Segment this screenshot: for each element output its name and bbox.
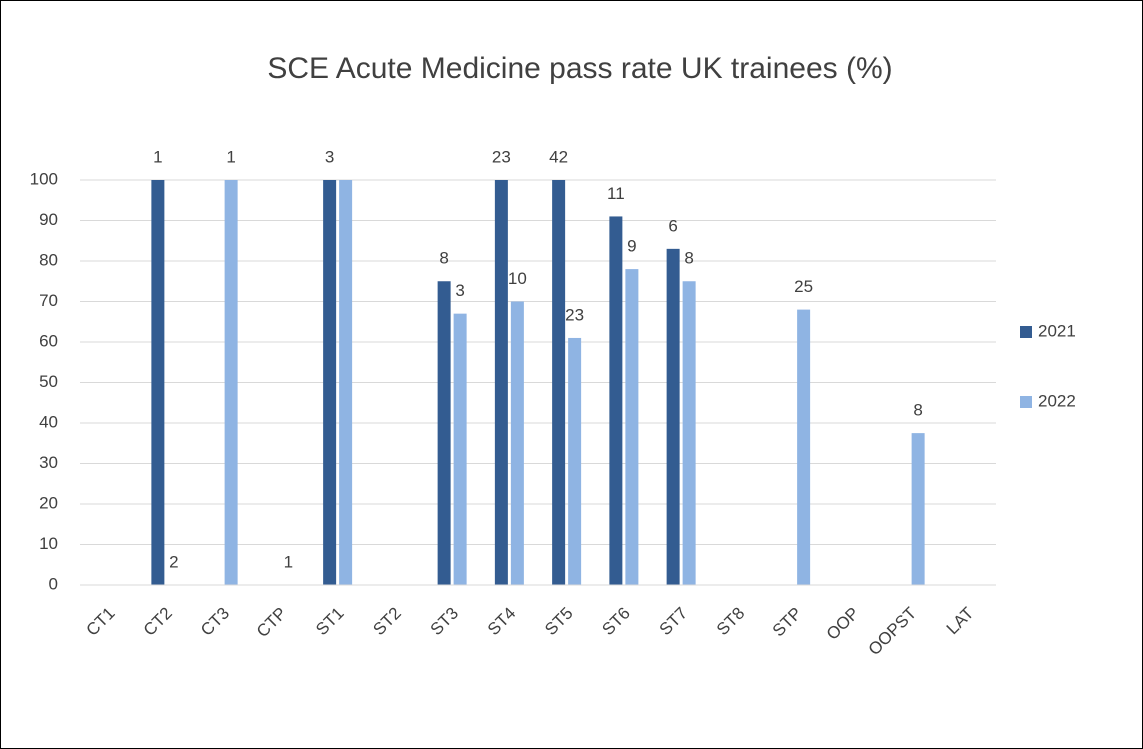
data-label: 3 (455, 281, 464, 300)
data-label: 25 (794, 277, 813, 296)
y-tick-label: 10 (39, 534, 58, 553)
legend-label: 2022 (1038, 391, 1076, 410)
bar (224, 180, 238, 585)
chart-title: SCE Acute Medicine pass rate UK trainees… (267, 52, 892, 85)
bar (453, 313, 467, 585)
y-tick-label: 70 (39, 291, 58, 310)
bar (911, 433, 925, 585)
bar (323, 180, 337, 585)
data-label: 8 (913, 401, 922, 420)
data-label: 9 (627, 237, 636, 256)
legend-swatch (1020, 396, 1032, 408)
bar (682, 281, 696, 585)
y-tick-label: 100 (30, 169, 58, 188)
bar (510, 301, 524, 585)
bar (494, 180, 508, 585)
data-label: 42 (549, 147, 568, 166)
data-label: 2 (169, 552, 178, 571)
bar (151, 180, 165, 585)
y-tick-label: 90 (39, 210, 58, 229)
bar (797, 309, 811, 585)
bar (609, 216, 623, 585)
data-label: 10 (508, 269, 527, 288)
data-label: 1 (284, 552, 293, 571)
data-label: 6 (668, 216, 677, 235)
y-tick-label: 0 (49, 574, 58, 593)
data-label: 3 (325, 147, 334, 166)
y-tick-label: 80 (39, 250, 58, 269)
bar (437, 281, 451, 585)
y-tick-label: 30 (39, 453, 58, 472)
y-tick-label: 40 (39, 412, 58, 431)
bar (552, 180, 566, 585)
bar (625, 269, 639, 585)
y-tick-label: 20 (39, 493, 58, 512)
data-label: 11 (607, 184, 625, 203)
data-label: 1 (226, 147, 235, 166)
legend-swatch (1020, 326, 1032, 338)
bar (666, 248, 680, 585)
bar (339, 180, 353, 585)
legend-label: 2021 (1038, 321, 1076, 340)
y-tick-label: 60 (39, 331, 58, 350)
data-label: 8 (684, 249, 693, 268)
data-label: 23 (565, 305, 584, 324)
y-tick-label: 50 (39, 372, 58, 391)
data-label: 8 (439, 249, 448, 268)
data-label: 23 (492, 147, 511, 166)
data-label: 1 (153, 147, 162, 166)
bar (568, 337, 582, 585)
